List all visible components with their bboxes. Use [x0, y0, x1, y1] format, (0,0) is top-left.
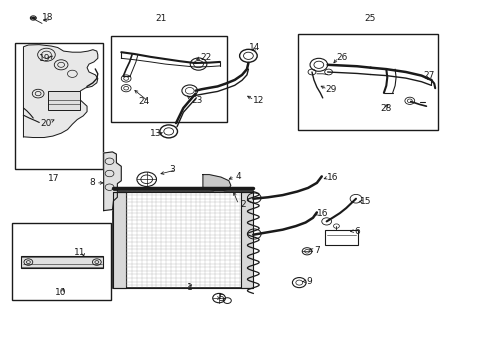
Bar: [325, 230, 358, 245]
Text: 19: 19: [39, 54, 51, 63]
Text: 1: 1: [186, 284, 192, 292]
Bar: [113, 192, 252, 288]
Text: 25: 25: [363, 14, 375, 23]
Polygon shape: [103, 152, 121, 211]
Bar: [298, 34, 437, 130]
Text: 23: 23: [190, 96, 202, 105]
Text: 3: 3: [169, 165, 175, 174]
Text: 18: 18: [42, 13, 54, 22]
Text: 21: 21: [155, 14, 167, 23]
Text: 16: 16: [316, 209, 328, 217]
Bar: [20, 256, 102, 268]
Text: 26: 26: [336, 53, 347, 62]
Text: 16: 16: [326, 173, 338, 181]
Text: 20: 20: [41, 118, 52, 127]
Text: 14: 14: [248, 43, 260, 52]
Polygon shape: [203, 175, 230, 191]
Text: 27: 27: [423, 71, 434, 80]
Text: 24: 24: [138, 97, 150, 106]
Text: 11: 11: [73, 248, 85, 257]
Text: 4: 4: [235, 172, 241, 181]
Bar: [240, 192, 252, 288]
Text: 8: 8: [89, 178, 95, 187]
Text: 15: 15: [359, 197, 371, 206]
Bar: [12, 223, 111, 300]
Text: 2: 2: [240, 200, 246, 209]
Text: 6: 6: [353, 227, 359, 236]
Text: 9: 9: [305, 277, 311, 286]
Text: 28: 28: [380, 104, 391, 113]
Text: 10: 10: [55, 288, 67, 297]
Bar: [113, 192, 125, 288]
Text: 29: 29: [325, 85, 337, 94]
Text: 7: 7: [313, 246, 319, 255]
Text: 22: 22: [200, 53, 212, 62]
Text: 13: 13: [149, 129, 161, 138]
Bar: [20, 257, 102, 267]
Text: 5: 5: [218, 294, 224, 303]
Text: 12: 12: [252, 96, 264, 105]
Bar: [15, 43, 102, 169]
Bar: [48, 91, 80, 110]
Circle shape: [32, 17, 35, 19]
Text: 17: 17: [48, 174, 60, 183]
Bar: [111, 36, 227, 122]
Polygon shape: [23, 45, 98, 138]
